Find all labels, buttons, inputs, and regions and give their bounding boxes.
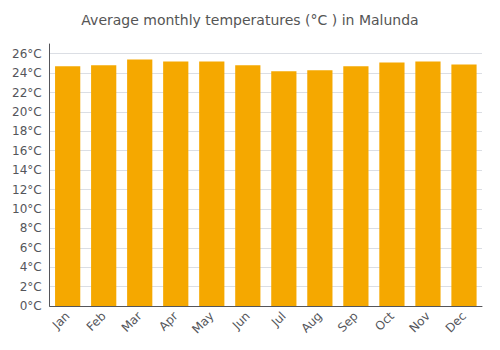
svg-text:Sep: Sep: [335, 309, 361, 335]
svg-text:Feb: Feb: [84, 309, 109, 334]
svg-text:8°C: 8°C: [20, 221, 42, 235]
svg-text:Aug: Aug: [298, 309, 324, 335]
svg-text:24°C: 24°C: [12, 66, 42, 80]
svg-text:May: May: [189, 309, 216, 336]
svg-text:Mar: Mar: [119, 309, 145, 335]
svg-text:10°C: 10°C: [12, 202, 42, 216]
svg-text:4°C: 4°C: [20, 260, 42, 274]
svg-text:Jan: Jan: [49, 309, 73, 333]
svg-text:Average monthly temperatures (: Average monthly temperatures (°C ) in Ma…: [81, 12, 418, 28]
svg-text:18°C: 18°C: [12, 124, 42, 138]
svg-text:Jun: Jun: [229, 309, 253, 333]
svg-text:16°C: 16°C: [12, 144, 42, 158]
svg-text:Nov: Nov: [406, 309, 432, 335]
svg-text:Jul: Jul: [268, 309, 289, 330]
svg-text:Oct: Oct: [372, 309, 397, 334]
svg-text:0°C: 0°C: [20, 299, 42, 313]
svg-text:26°C: 26°C: [12, 47, 42, 61]
svg-text:14°C: 14°C: [12, 163, 42, 177]
svg-text:Dec: Dec: [443, 309, 469, 335]
svg-text:Apr: Apr: [156, 309, 181, 334]
svg-text:20°C: 20°C: [12, 105, 42, 119]
svg-text:2°C: 2°C: [20, 280, 42, 294]
svg-text:22°C: 22°C: [12, 86, 42, 100]
svg-text:6°C: 6°C: [20, 241, 42, 255]
svg-text:12°C: 12°C: [12, 183, 42, 197]
